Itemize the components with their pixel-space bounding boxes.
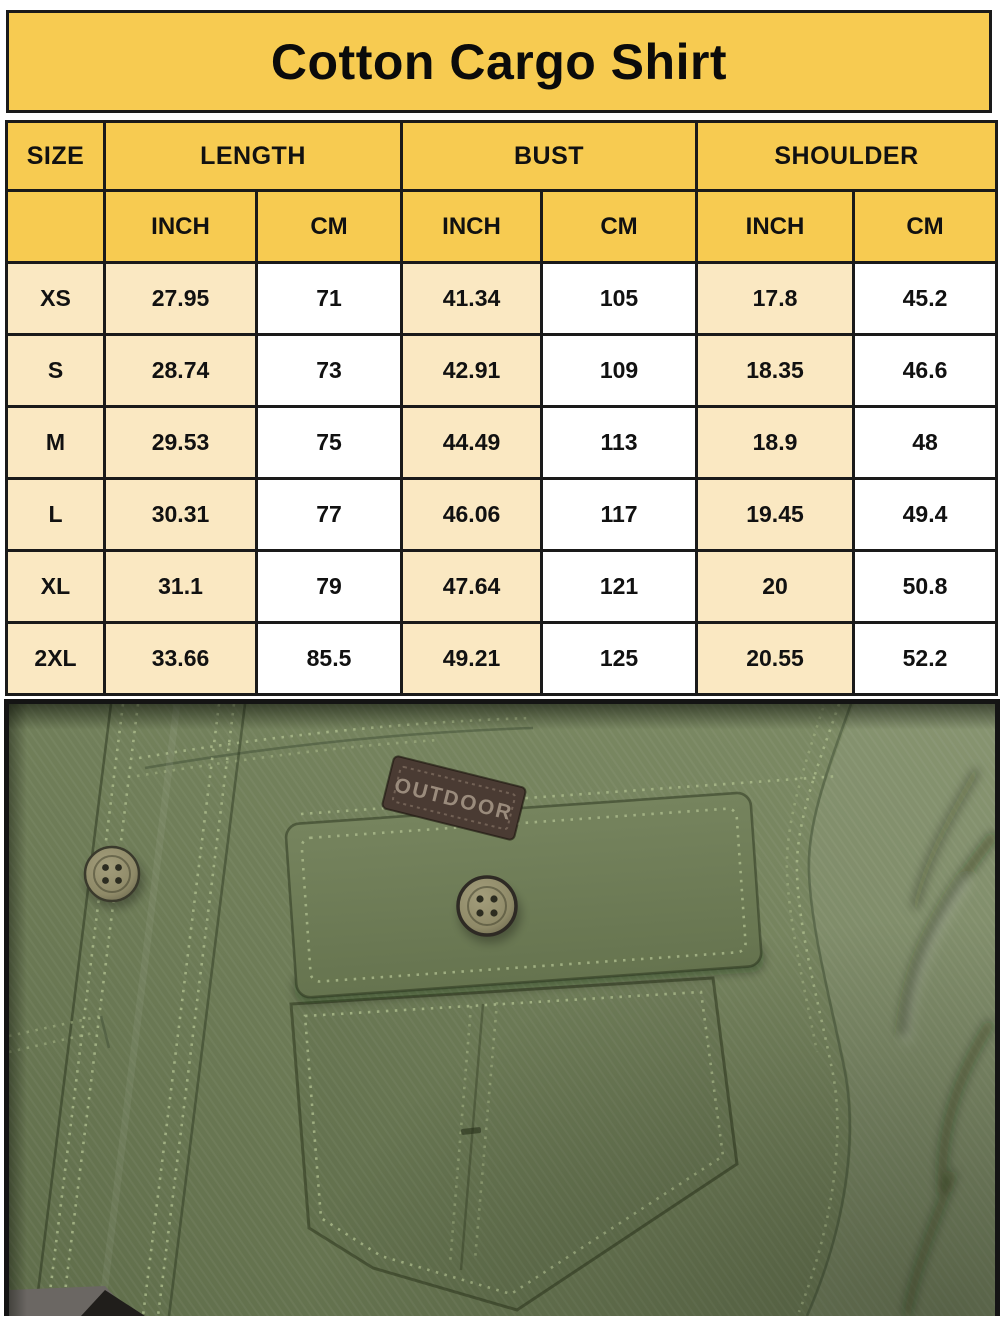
shirt-photo: OUTDOOR — [9, 704, 995, 1316]
measurement-cell: 18.35 — [695, 333, 855, 408]
table-row-m: M 29.53 75 44.49 113 18.9 48 — [5, 405, 999, 480]
measurement-cell: 42.91 — [400, 333, 543, 408]
size-cell: S — [5, 333, 106, 408]
size-cell: 2XL — [5, 621, 106, 696]
measurement-cell: 79 — [255, 549, 403, 624]
measurement-cell: 29.53 — [103, 405, 258, 480]
measurement-cell: 46.06 — [400, 477, 543, 552]
table-row-xl: XL 31.1 79 47.64 121 20 50.8 — [5, 549, 999, 624]
table-row-xs: XS 27.95 71 41.34 105 17.8 45.2 — [5, 261, 999, 336]
measurement-cell: 50.8 — [851, 549, 999, 624]
measurement-cell: 18.9 — [695, 405, 855, 480]
header-bust: BUST — [400, 120, 698, 192]
header-length-cm: CM — [255, 189, 403, 264]
measurement-cell: 20 — [695, 549, 855, 624]
group-header-row: SIZE LENGTH BUST SHOULDER — [5, 120, 999, 192]
size-cell: XS — [5, 261, 106, 336]
measurement-cell: 125 — [540, 621, 698, 696]
header-shoulder-cm: CM — [851, 189, 999, 264]
table-row-2xl: 2XL 33.66 85.5 49.21 125 20.55 52.2 — [5, 621, 999, 696]
size-cell: M — [5, 405, 106, 480]
table-row-s: S 28.74 73 42.91 109 18.35 46.6 — [5, 333, 999, 408]
product-title: Cotton Cargo Shirt — [270, 33, 728, 90]
measurement-cell: 17.8 — [695, 261, 855, 336]
measurement-cell: 31.1 — [103, 549, 258, 624]
measurement-cell: 117 — [540, 477, 698, 552]
product-photo-frame: OUTDOOR — [4, 699, 1000, 1316]
product-size-chart-page: Cotton Cargo Shirt SIZE LENGTH BUST SHOU… — [0, 10, 1000, 1340]
header-length-inch: INCH — [103, 189, 258, 264]
product-title-banner: Cotton Cargo Shirt — [6, 10, 992, 113]
measurement-cell: 52.2 — [851, 621, 999, 696]
header-size: SIZE — [5, 120, 106, 192]
measurement-cell: 121 — [540, 549, 698, 624]
measurement-cell: 113 — [540, 405, 698, 480]
measurement-cell: 48 — [851, 405, 999, 480]
measurement-cell: 71 — [255, 261, 403, 336]
header-length: LENGTH — [103, 120, 403, 192]
measurement-cell: 28.74 — [103, 333, 258, 408]
measurement-cell: 27.95 — [103, 261, 258, 336]
measurement-cell: 109 — [540, 333, 698, 408]
table-row-l: L 30.31 77 46.06 117 19.45 49.4 — [5, 477, 999, 552]
measurement-cell: 105 — [540, 261, 698, 336]
measurement-cell: 20.55 — [695, 621, 855, 696]
measurement-cell: 73 — [255, 333, 403, 408]
measurement-cell: 46.6 — [851, 333, 999, 408]
measurement-cell: 33.66 — [103, 621, 258, 696]
measurement-cell: 85.5 — [255, 621, 403, 696]
header-bust-inch: INCH — [400, 189, 543, 264]
size-cell: XL — [5, 549, 106, 624]
size-chart-table: SIZE LENGTH BUST SHOULDER INCH CM INCH C… — [5, 120, 999, 696]
header-blank — [5, 189, 106, 264]
measurement-cell: 44.49 — [400, 405, 543, 480]
measurement-cell: 47.64 — [400, 549, 543, 624]
measurement-cell: 77 — [255, 477, 403, 552]
measurement-cell: 75 — [255, 405, 403, 480]
measurement-cell: 19.45 — [695, 477, 855, 552]
size-cell: L — [5, 477, 106, 552]
header-bust-cm: CM — [540, 189, 698, 264]
header-shoulder-inch: INCH — [695, 189, 855, 264]
measurement-cell: 49.4 — [851, 477, 999, 552]
measurement-cell: 41.34 — [400, 261, 543, 336]
measurement-cell: 30.31 — [103, 477, 258, 552]
header-shoulder: SHOULDER — [694, 120, 999, 192]
measurement-cell: 49.21 — [400, 621, 543, 696]
measurement-cell: 45.2 — [851, 261, 999, 336]
unit-header-row: INCH CM INCH CM INCH CM — [5, 189, 999, 264]
